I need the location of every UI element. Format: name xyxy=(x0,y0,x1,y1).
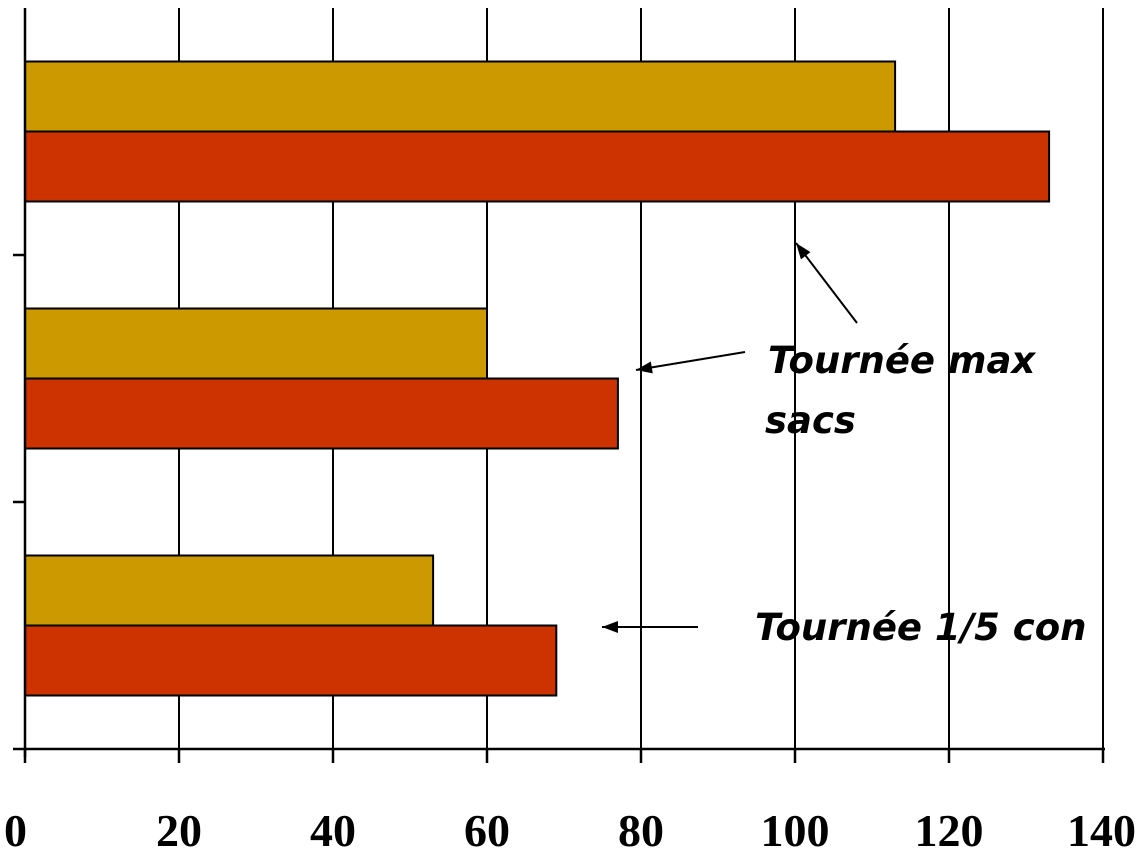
arrow-to-top-group xyxy=(795,242,858,324)
bar-cat3-series1 xyxy=(24,60,897,133)
x-tick-label-60: 60 xyxy=(464,805,510,855)
arrow-to-middle-group xyxy=(635,351,746,371)
x-tick-label-120: 120 xyxy=(915,805,984,855)
x-tick-label-40: 40 xyxy=(310,805,356,855)
x-tick-label-140: 140 xyxy=(1067,805,1136,855)
annotation-max-sacs-line2: sacs xyxy=(765,399,856,442)
arrowhead-middle xyxy=(636,361,653,374)
arrowhead-top xyxy=(796,243,811,260)
bars xyxy=(24,60,1051,697)
axes xyxy=(13,8,1105,763)
x-tick-label-100: 100 xyxy=(761,805,830,855)
x-tick-label-0: 0 xyxy=(4,805,27,855)
bar-cat2-series1 xyxy=(24,307,488,380)
bar-cat2-series2 xyxy=(24,377,619,450)
arrowhead-bottom xyxy=(602,621,618,633)
bar-cat3-series2 xyxy=(24,130,1051,203)
x-tick-labels: 0 20 40 60 80 100 120 140 xyxy=(4,805,1136,855)
annotations: Tournée max sacs Tournée 1/5 con xyxy=(602,242,1086,649)
bar-cat1-series2 xyxy=(24,624,558,697)
annotation-max-sacs-line1: Tournée max xyxy=(768,339,1036,382)
x-tick-label-80: 80 xyxy=(618,805,664,855)
bar-cat1-series1 xyxy=(24,554,435,627)
x-tick-label-20: 20 xyxy=(156,805,202,855)
annotation-1-5-con: Tournée 1/5 con xyxy=(755,606,1086,649)
